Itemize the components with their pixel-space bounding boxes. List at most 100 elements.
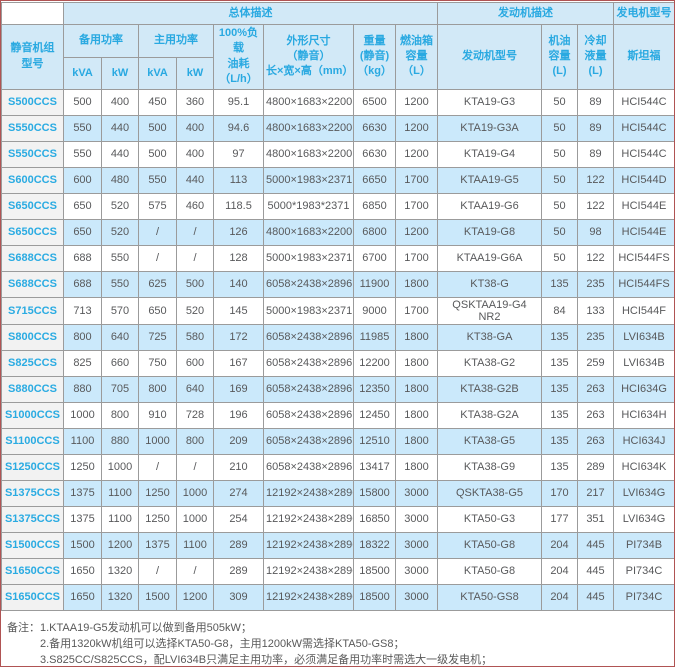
oil-capacity-cell: 135 <box>541 323 578 351</box>
prime-kva-cell: 725 <box>138 323 177 351</box>
fuel-consumption-cell: 196 <box>213 401 264 429</box>
model-link[interactable]: S688CCS <box>1 244 64 272</box>
table-row: S1500CCS 1500 1200 1375 1100 289 12192×2… <box>1 531 674 559</box>
model-link[interactable]: S650CCS <box>1 218 64 246</box>
model-link[interactable]: S1650CCS <box>1 557 64 585</box>
coolant-cell: 259 <box>577 349 614 377</box>
table-row: S650CCS 650 520 / / 126 4800×1683×2200 6… <box>1 218 674 246</box>
prime-kva-cell: 450 <box>138 88 177 116</box>
unit-header-prime-kva: kVA <box>138 57 177 90</box>
prime-kva-cell: 550 <box>138 166 177 194</box>
alternator-model-cell: HCI634G <box>613 375 674 403</box>
oil-capacity-cell: 135 <box>541 427 578 455</box>
table-row: S1000CCS 1000 800 910 728 196 6058×2438×… <box>1 401 674 429</box>
weight-cell: 6650 <box>353 166 396 194</box>
prime-kva-cell: / <box>138 218 177 246</box>
fuel-consumption-cell: 289 <box>213 557 264 585</box>
model-link[interactable]: S550CCS <box>1 114 64 142</box>
dimensions-cell: 12192×2438×2896 <box>263 479 354 507</box>
prime-kw-cell: 400 <box>176 114 214 142</box>
standby-kva-cell: 800 <box>63 323 102 351</box>
standby-kw-cell: 400 <box>101 88 139 116</box>
prime-kw-cell: / <box>176 453 214 481</box>
standby-kw-cell: 800 <box>101 401 139 429</box>
dimensions-cell: 6058×2438×2896 <box>263 453 354 481</box>
table-row: S825CCS 825 660 750 600 167 6058×2438×28… <box>1 349 674 377</box>
standby-kva-cell: 650 <box>63 192 102 220</box>
table-row: S1375CCS 1375 1100 1250 1000 274 12192×2… <box>1 479 674 507</box>
table-row: S550CCS 550 440 500 400 97 4800×1683×220… <box>1 140 674 168</box>
oil-capacity-cell: 204 <box>541 557 578 585</box>
weight-cell: 6850 <box>353 192 396 220</box>
fuel-consumption-cell: 209 <box>213 427 264 455</box>
standby-kw-cell: 1320 <box>101 557 139 585</box>
standby-kva-cell: 1100 <box>63 427 102 455</box>
model-link[interactable]: S1500CCS <box>1 531 64 559</box>
fuel-tank-cell: 1800 <box>395 349 438 377</box>
table-row: S1650CCS 1650 1320 1500 1200 309 12192×2… <box>1 583 674 611</box>
column-header-standby-power: 备用功率 <box>63 23 139 59</box>
coolant-cell: 445 <box>577 583 614 611</box>
prime-kva-cell: 1375 <box>138 531 177 559</box>
coolant-cell: 235 <box>577 323 614 351</box>
fuel-consumption-cell: 169 <box>213 375 264 403</box>
model-link[interactable]: S688CCS <box>1 270 64 298</box>
prime-kw-cell: 360 <box>176 88 214 116</box>
standby-kva-cell: 1000 <box>63 401 102 429</box>
prime-kw-cell: 500 <box>176 270 214 298</box>
table-row: S1375CCS 1375 1100 1250 1000 254 12192×2… <box>1 505 674 533</box>
fuel-consumption-cell: 128 <box>213 244 264 272</box>
fuel-consumption-cell: 210 <box>213 453 264 481</box>
alternator-model-cell: HCI544C <box>613 88 674 116</box>
coolant-cell: 263 <box>577 375 614 403</box>
model-link[interactable]: S1375CCS <box>1 505 64 533</box>
model-link[interactable]: S550CCS <box>1 140 64 168</box>
model-link[interactable]: S500CCS <box>1 88 64 116</box>
table-row: S1650CCS 1650 1320 / / 289 12192×2438×28… <box>1 557 674 585</box>
alternator-model-cell: HCI634K <box>613 453 674 481</box>
fuel-consumption-cell: 140 <box>213 270 264 298</box>
engine-model-cell: KTA19-G3 <box>437 88 542 116</box>
dimensions-cell: 12192×2438×2896 <box>263 583 354 611</box>
prime-kw-cell: / <box>176 244 214 272</box>
model-link[interactable]: S1100CCS <box>1 427 64 455</box>
model-link[interactable]: S800CCS <box>1 323 64 351</box>
footnote-line: 1.KTAA19-G5发动机可以做到备用505kW； <box>40 621 252 634</box>
dimensions-cell: 4800×1683×2200 <box>263 114 354 142</box>
footnotes-label: 备注： <box>7 621 40 634</box>
prime-kva-cell: 1250 <box>138 479 177 507</box>
prime-kva-cell: 650 <box>138 296 177 325</box>
unit-header-standby-kw: kW <box>101 57 139 90</box>
model-link[interactable]: S600CCS <box>1 166 64 194</box>
coolant-cell: 445 <box>577 557 614 585</box>
alternator-model-cell: LVI634B <box>613 323 674 351</box>
prime-kw-cell: 580 <box>176 323 214 351</box>
weight-cell: 12200 <box>353 349 396 377</box>
model-link[interactable]: S715CCS <box>1 296 64 325</box>
prime-kw-cell: 800 <box>176 427 214 455</box>
model-link[interactable]: S650CCS <box>1 192 64 220</box>
oil-capacity-cell: 204 <box>541 583 578 611</box>
model-link[interactable]: S1650CCS <box>1 583 64 611</box>
model-link[interactable]: S825CCS <box>1 349 64 377</box>
prime-kva-cell: 1000 <box>138 427 177 455</box>
column-header-alternator-brand: 斯坦福 <box>613 24 674 90</box>
standby-kw-cell: 1320 <box>101 583 139 611</box>
fuel-tank-cell: 1200 <box>395 218 438 246</box>
standby-kva-cell: 550 <box>63 140 102 168</box>
model-link[interactable]: S880CCS <box>1 375 64 403</box>
standby-kva-cell: 1375 <box>63 505 102 533</box>
standby-kw-cell: 880 <box>101 427 139 455</box>
model-link[interactable]: S1000CCS <box>1 401 64 429</box>
fuel-tank-cell: 1800 <box>395 375 438 403</box>
prime-kw-cell: 1000 <box>176 479 214 507</box>
alternator-model-cell: HCI544FS <box>613 270 674 298</box>
table-row: S800CCS 800 640 725 580 172 6058×2438×28… <box>1 323 674 351</box>
table-body: S500CCS 500 400 450 360 95.1 4800×1683×2… <box>1 88 674 611</box>
model-link[interactable]: S1250CCS <box>1 453 64 481</box>
fuel-consumption-cell: 254 <box>213 505 264 533</box>
column-header-weight: 重量 (静音) （kg） <box>353 24 396 90</box>
model-link[interactable]: S1375CCS <box>1 479 64 507</box>
prime-kw-cell: 1100 <box>176 531 214 559</box>
